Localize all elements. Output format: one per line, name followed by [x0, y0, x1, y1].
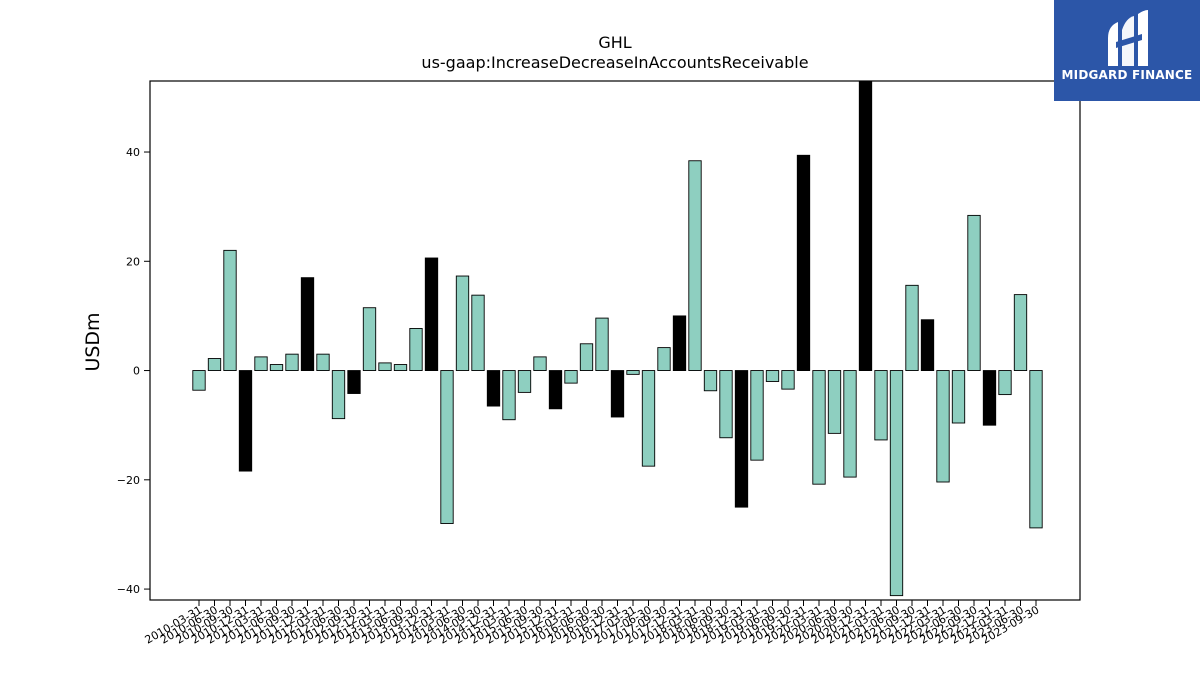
bar-2010-03-31	[192, 370, 206, 391]
bar-2021-03-31	[874, 370, 888, 441]
bar-2013-09-30	[409, 328, 423, 372]
y-tick-label: 0	[133, 365, 140, 378]
bar-2018-09-30	[719, 370, 733, 439]
bar-2011-12-31	[300, 277, 315, 371]
y-tick-label: −40	[117, 583, 140, 596]
bar-2013-12-31	[424, 257, 439, 372]
bar-2022-06-30	[951, 370, 966, 424]
bar-2010-06-30	[207, 358, 222, 371]
brand-logo: MIDGARD FINANCE	[1054, 0, 1200, 101]
bar-2017-09-30	[657, 347, 671, 372]
midgard-logo-icon	[1108, 10, 1148, 66]
bar-2021-12-31	[920, 319, 935, 371]
bar-2019-03-31	[750, 370, 764, 461]
y-axis: −40 −20 0 20 40	[117, 146, 150, 596]
bar-2023-09-30	[1029, 370, 1043, 529]
bar-2019-12-31	[796, 154, 811, 372]
bar-2011-06-30	[269, 364, 284, 372]
bar-2016-09-30	[595, 317, 609, 372]
bar-2010-12-31	[238, 370, 253, 472]
bar-2020-06-30	[827, 370, 842, 434]
bar-2012-09-30	[347, 370, 361, 394]
bar-2018-06-30	[703, 370, 718, 392]
bar-2022-03-31	[936, 370, 950, 483]
bar-2014-09-30	[471, 294, 485, 372]
brand-name: MIDGARD FINANCE	[1061, 68, 1193, 82]
bar-2013-06-30	[393, 364, 408, 372]
bar-2022-12-31	[982, 370, 997, 426]
y-axis-label: USDm	[82, 312, 104, 371]
bar-2020-09-30	[843, 370, 857, 478]
bar-2019-09-30	[781, 370, 795, 390]
bar-2012-03-31	[316, 353, 330, 372]
bar-2020-03-31	[812, 370, 826, 485]
bar-2020-12-31	[858, 80, 873, 371]
bar-2021-09-30	[905, 284, 919, 372]
bar-2017-12-31	[672, 315, 687, 372]
y-tick-label: 20	[126, 255, 140, 268]
bar-2011-03-31	[254, 356, 268, 372]
bar-2011-09-30	[285, 353, 299, 372]
bar-2016-12-31	[610, 370, 625, 418]
bar-2015-03-31	[502, 370, 516, 421]
chart-title: GHL	[598, 33, 631, 52]
bar-2022-09-30	[967, 214, 981, 371]
bar-2014-12-31	[486, 370, 501, 407]
bar-2010-09-30	[223, 249, 237, 372]
x-axis: 2010-03-312010-06-302010-09-302010-12-31…	[143, 600, 1042, 647]
bar-2023-03-31	[998, 370, 1012, 396]
bar-2017-06-30	[641, 370, 656, 467]
plot-frame	[149, 80, 1081, 601]
bar-2013-03-31	[378, 362, 392, 371]
bar-2018-03-31	[688, 160, 702, 371]
bar-2021-06-30	[889, 370, 904, 597]
bar-2017-03-31	[626, 370, 640, 375]
bar-2015-12-31	[548, 370, 563, 410]
bar-2014-03-31	[440, 370, 454, 524]
bar-2012-12-31	[362, 307, 377, 372]
bar-2014-06-30	[455, 275, 470, 371]
bar-2019-06-30	[765, 370, 780, 382]
y-tick-label: 40	[126, 146, 140, 159]
bar-2023-06-30	[1013, 294, 1028, 371]
bars-group	[192, 80, 1043, 597]
y-tick-label: −20	[117, 474, 140, 487]
bar-2016-03-31	[564, 370, 578, 384]
bar-2015-09-30	[533, 356, 547, 372]
bar-2015-06-30	[517, 370, 532, 393]
bar-2012-06-30	[331, 370, 346, 420]
bar-2016-06-30	[579, 343, 594, 371]
chart-subtitle: us-gaap:IncreaseDecreaseInAccountsReceiv…	[421, 53, 808, 72]
bar-2018-12-31	[734, 370, 749, 508]
